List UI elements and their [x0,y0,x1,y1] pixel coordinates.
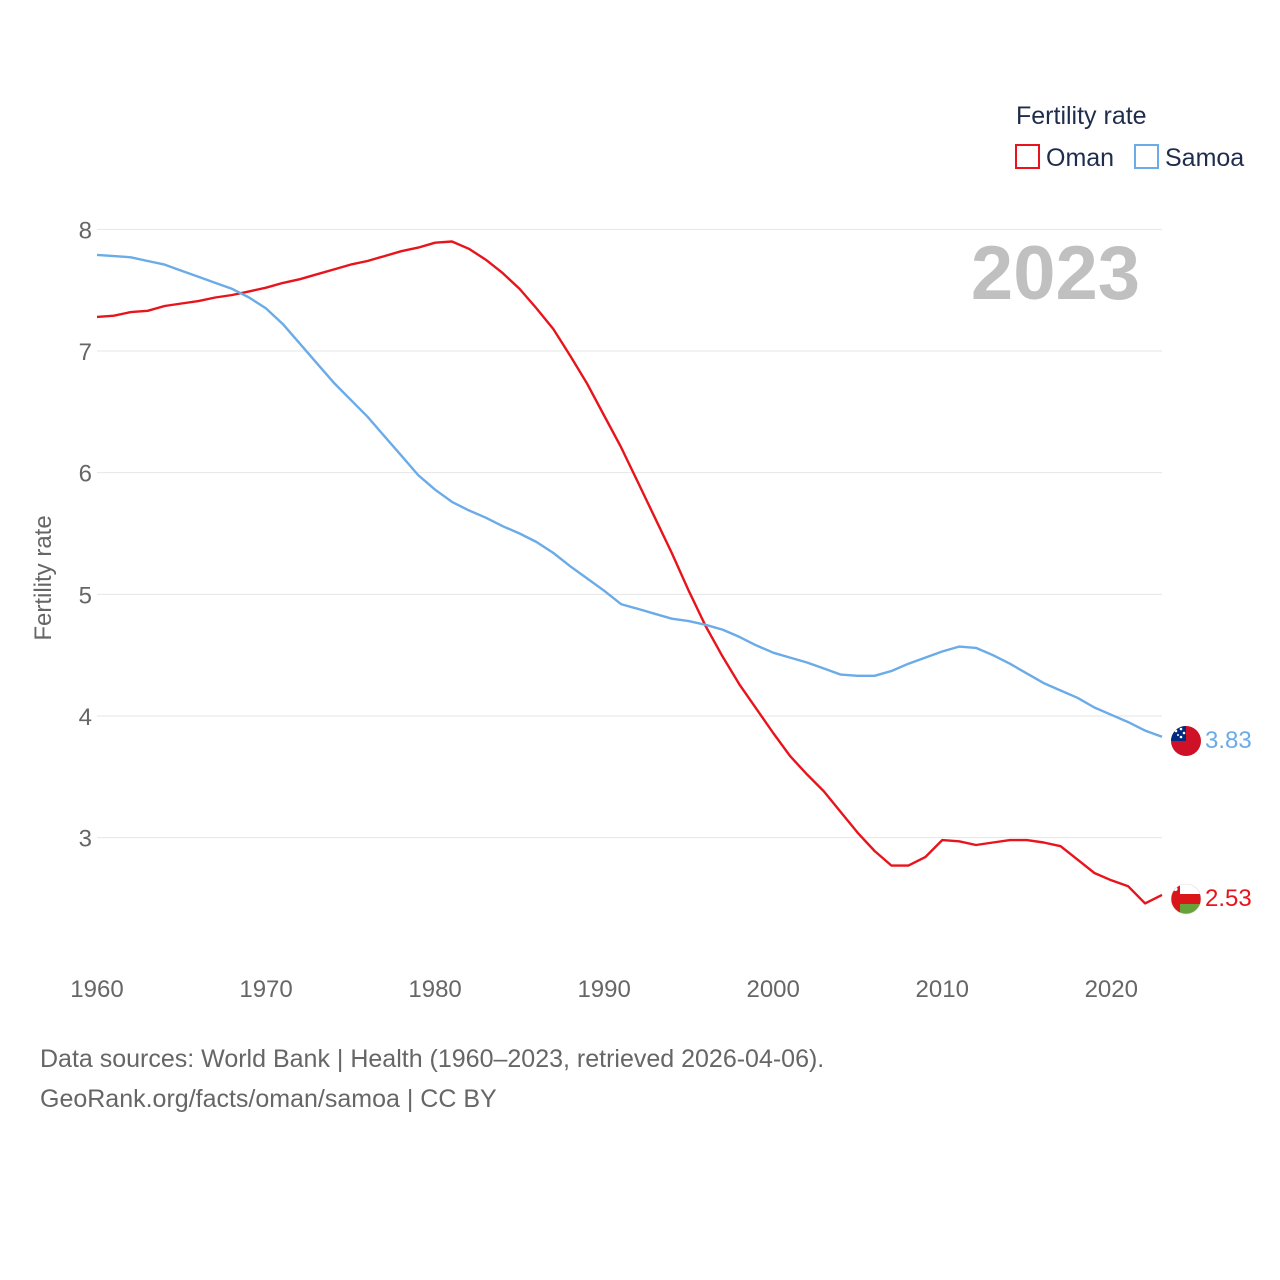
x-tick-label: 2020 [1085,976,1138,1003]
series-lines [96,240,1163,905]
legend: Fertility rate Oman Samoa [1015,102,1244,172]
footer-sources: Data sources: World Bank | Health (1960–… [40,1045,825,1073]
x-tick-label: 2010 [916,976,969,1003]
footer-attribution[interactable]: GeoRank.org/facts/oman/samoa | CC BY [40,1085,497,1113]
series-line-samoa[interactable] [96,253,1163,738]
samoa-end-value: 3.83 [1205,727,1252,754]
x-tick-label: 2000 [746,976,799,1003]
y-axis-ticks: 3 4 5 6 7 8 [79,217,92,852]
x-tick-label: 1980 [408,976,461,1003]
y-tick-label: 6 [79,461,92,488]
samoa-flag-icon [1171,726,1201,756]
x-axis-ticks: 1960 1970 1980 1990 2000 2010 2020 [70,976,1138,1003]
line-chart: 3 4 5 6 7 8 1960 1970 1980 1990 2000 2010 2020 Fert… [30,102,1252,1003]
series-line-oman[interactable] [96,240,1163,905]
gridlines [97,228,1162,839]
y-tick-label: 3 [79,826,92,853]
y-tick-label: 5 [79,582,92,609]
legend-swatch-oman[interactable] [1015,144,1040,169]
legend-label-oman[interactable]: Oman [1046,144,1114,172]
x-tick-label: 1960 [70,976,123,1003]
y-tick-label: 7 [79,339,92,366]
legend-title: Fertility rate [1016,102,1147,130]
y-tick-label: 8 [79,217,92,244]
y-axis-label: Fertility rate [30,515,57,640]
oman-end-value: 2.53 [1205,885,1252,912]
legend-label-samoa[interactable]: Samoa [1165,144,1244,172]
y-tick-label: 4 [79,704,92,731]
x-tick-label: 1990 [577,976,630,1003]
current-year-label: 2023 [971,231,1140,316]
x-tick-label: 1970 [239,976,292,1003]
legend-swatch-samoa[interactable] [1134,144,1159,169]
oman-flag-icon [1170,883,1202,915]
